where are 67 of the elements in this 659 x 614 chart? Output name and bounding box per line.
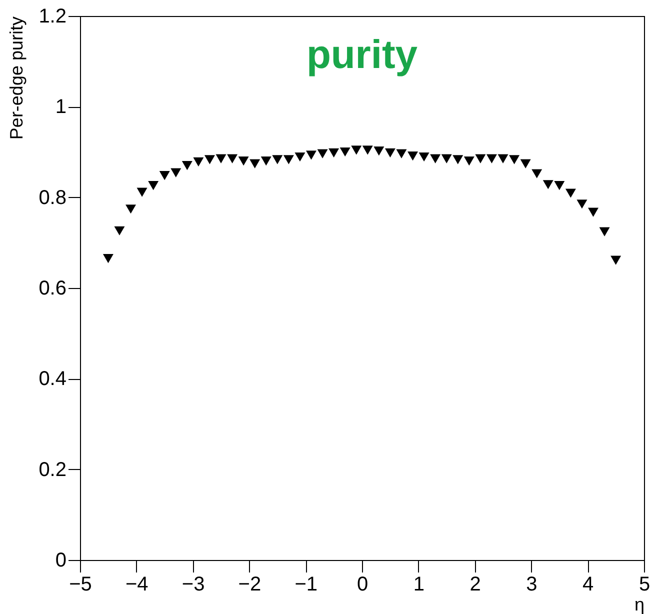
point — [542, 180, 554, 190]
point — [520, 159, 531, 168]
point — [418, 152, 430, 162]
point — [170, 168, 182, 178]
point — [610, 256, 622, 265]
point — [294, 152, 306, 162]
chart-title: purity — [306, 33, 418, 77]
point — [283, 155, 294, 164]
y-tick-label: 1.2 — [38, 6, 66, 28]
point — [509, 155, 520, 164]
point — [136, 188, 148, 197]
x-tick-label: 1 — [413, 574, 424, 596]
x-tick-label: 3 — [526, 574, 538, 596]
point — [475, 154, 486, 164]
y-tick-label: 0.6 — [38, 278, 66, 300]
point — [250, 159, 260, 168]
point — [565, 188, 576, 198]
x-axis-title: η — [634, 594, 644, 614]
x-tick-label: 4 — [582, 574, 594, 596]
point — [441, 154, 452, 164]
point — [102, 254, 114, 264]
x-tick-label: 0 — [356, 574, 368, 596]
point — [328, 148, 340, 158]
point — [576, 200, 588, 209]
x-tick-label: 2 — [470, 574, 481, 596]
y-tick-label: 0.8 — [38, 186, 66, 209]
point — [204, 155, 215, 164]
y-axis-title: Per-edge purity — [6, 16, 27, 140]
point — [159, 171, 170, 180]
point — [148, 181, 159, 190]
x-tick-label: −2 — [238, 574, 262, 596]
point — [408, 152, 418, 161]
point — [430, 154, 441, 164]
y-tick-label: 0 — [55, 550, 66, 572]
x-tick-label: −3 — [182, 574, 205, 596]
y-tick-label: 0.2 — [38, 458, 66, 481]
point — [374, 146, 384, 156]
y-tick-label: 0.4 — [38, 368, 66, 390]
point — [227, 154, 238, 164]
point — [272, 155, 283, 164]
point — [384, 148, 396, 158]
point — [238, 156, 249, 166]
point — [216, 154, 226, 164]
point — [306, 150, 316, 160]
point — [532, 169, 542, 178]
point — [588, 208, 598, 217]
point — [317, 149, 328, 158]
x-tick-label: 5 — [638, 574, 650, 596]
point — [182, 161, 192, 170]
point — [486, 154, 497, 164]
point — [193, 157, 204, 167]
y-tick-label: 1 — [55, 96, 66, 118]
point — [340, 147, 350, 157]
x-tick-label: −5 — [69, 574, 92, 596]
point — [362, 146, 373, 155]
point — [114, 226, 125, 236]
point — [126, 204, 136, 214]
point — [260, 156, 272, 166]
point — [396, 149, 407, 158]
x-tick-label: −1 — [294, 574, 318, 596]
point — [464, 156, 474, 166]
point — [452, 155, 464, 164]
point — [498, 154, 508, 164]
point — [351, 146, 362, 155]
point — [554, 181, 565, 190]
x-tick-label: −4 — [125, 574, 148, 596]
point — [599, 227, 610, 236]
